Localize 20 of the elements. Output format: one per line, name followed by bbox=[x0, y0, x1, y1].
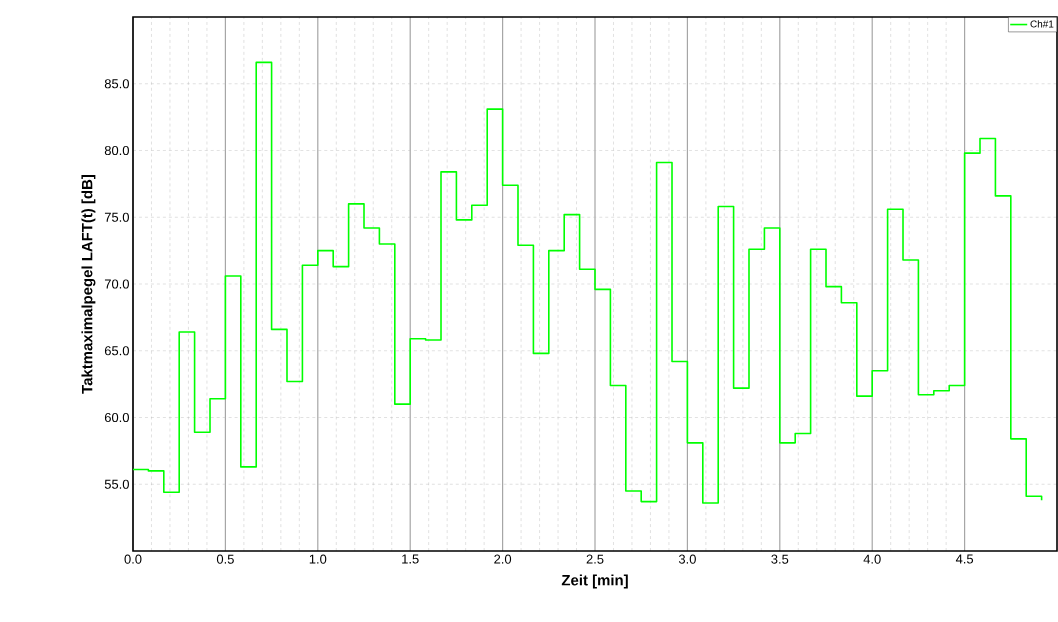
y-tick-label: 70.0 bbox=[104, 279, 129, 289]
x-tick-label: 0.5 bbox=[216, 554, 234, 564]
y-tick-label: 60.0 bbox=[104, 412, 129, 423]
y-tick-label: 75.0 bbox=[104, 212, 129, 222]
y-tick-label: 85.0 bbox=[104, 79, 129, 89]
x-axis-title: Zeit [min] bbox=[561, 574, 628, 589]
x-tick-label: 4.0 bbox=[863, 554, 881, 564]
x-tick-label: 3.0 bbox=[678, 554, 696, 564]
y-tick-label: 55.0 bbox=[104, 479, 129, 489]
x-tick-label: 1.5 bbox=[402, 554, 419, 564]
x-tick-label: 2.0 bbox=[494, 554, 512, 564]
x-tick-label: 2.5 bbox=[586, 554, 604, 564]
x-tick-label: 1.0 bbox=[309, 554, 327, 564]
y-tick-label: 65.0 bbox=[104, 346, 129, 356]
legend-label: Ch#1 bbox=[1030, 20, 1054, 28]
x-tick-label: 4.5 bbox=[955, 554, 974, 564]
x-tick-label: 3.5 bbox=[771, 554, 789, 564]
x-tick-label: 0.0 bbox=[124, 554, 142, 564]
y-tick-label: 80.0 bbox=[104, 145, 129, 156]
y-axis-title: Taktmaximalpegel LAFT(t) [dB] bbox=[81, 174, 96, 394]
